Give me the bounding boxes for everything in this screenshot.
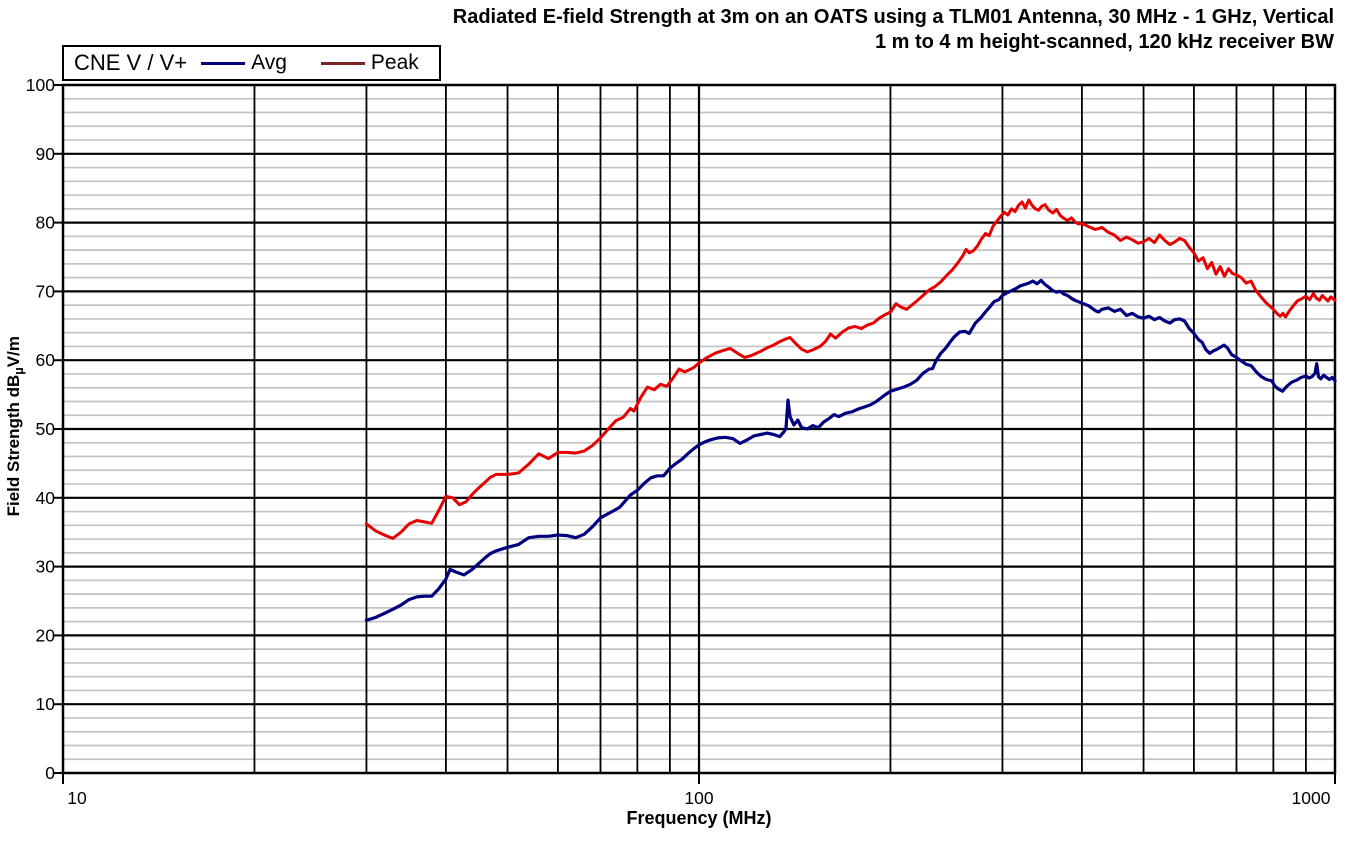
- y-tick-label: 0: [45, 763, 55, 783]
- mu-subscript: µ: [11, 367, 27, 375]
- y-tick-label: 60: [36, 350, 56, 370]
- y-tick-label: 40: [36, 488, 56, 508]
- avg-line: [364, 278, 1337, 622]
- y-tick-label: 50: [36, 419, 56, 439]
- legend-entry-avg-label: Avg: [251, 51, 287, 74]
- avg-line-swatch-icon: [201, 61, 246, 65]
- x-axis-label: Frequency (MHz): [626, 808, 772, 828]
- y-tick-label: 80: [36, 213, 56, 233]
- y-axis-label: Field Strength dBµV/m: [3, 336, 27, 517]
- x-tick-label: 10: [67, 788, 87, 808]
- y-tick-label: 20: [36, 625, 56, 645]
- legend-entry-avg: Avg: [201, 51, 287, 75]
- legend-label: CNE V / V+: [74, 50, 188, 75]
- legend-entry-peak: Peak: [320, 51, 419, 75]
- peak-line: [364, 198, 1337, 540]
- chart-title: Radiated E-field Strength at 3m on an OA…: [453, 5, 1334, 55]
- legend: CNE V / V+ Avg Peak: [62, 45, 441, 81]
- y-tick-label: 70: [36, 281, 56, 301]
- y-tick-label: 30: [36, 557, 56, 577]
- y-tick-label: 90: [36, 144, 56, 164]
- peak-line-swatch-icon: [320, 61, 365, 65]
- legend-entry-peak-label: Peak: [370, 51, 419, 74]
- y-tick-label: 100: [26, 75, 55, 95]
- chart-title-line1: Radiated E-field Strength at 3m on an OA…: [452, 6, 1334, 28]
- x-tick-label: 1000: [1292, 788, 1331, 808]
- chart-title-line2: 1 m to 4 m height-scanned, 120 kHz recei…: [874, 31, 1334, 53]
- y-tick-label: 10: [36, 694, 56, 714]
- x-tick-label: 100: [684, 788, 713, 808]
